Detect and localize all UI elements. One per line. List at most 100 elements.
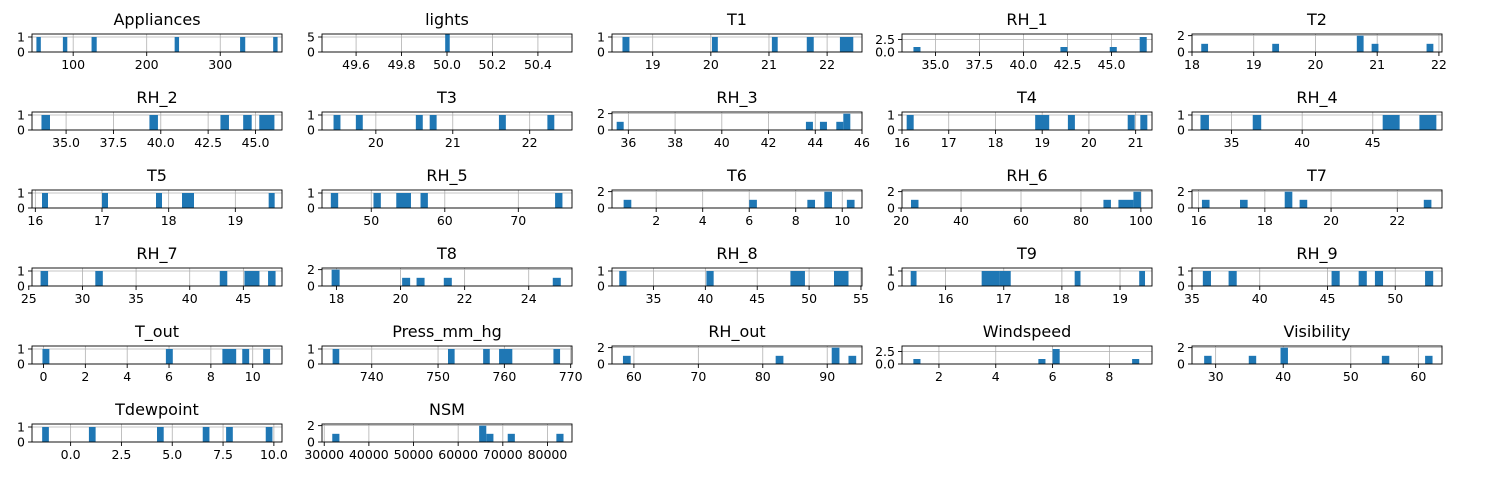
histogram-bar bbox=[848, 355, 857, 364]
histogram-bar bbox=[843, 113, 851, 130]
x-tick-label: 30 bbox=[1208, 369, 1224, 384]
y-tick-label: 1 bbox=[307, 342, 315, 357]
y-tick-label: 1 bbox=[887, 108, 895, 123]
histogram-bar bbox=[220, 115, 229, 130]
subplot-title: T6 bbox=[726, 166, 747, 185]
x-tick-label: 18 bbox=[988, 135, 1004, 150]
axes-frame bbox=[321, 423, 573, 443]
x-tick-label: 35 bbox=[646, 291, 662, 306]
x-tick-label: 8 bbox=[792, 213, 800, 228]
x-tick-label: 55 bbox=[853, 291, 869, 306]
histogram-bar bbox=[222, 349, 237, 364]
histogram-bar bbox=[555, 193, 563, 208]
axes-frame bbox=[1191, 189, 1443, 209]
x-tick-label: 40.0 bbox=[147, 135, 175, 150]
subplot-title: T7 bbox=[1306, 166, 1327, 185]
y-tick-label: 1 bbox=[307, 186, 315, 201]
axes-frame bbox=[901, 345, 1153, 365]
histogram-bar bbox=[445, 34, 450, 52]
subplot-t1: T1 19 20 21 22 01 bbox=[597, 10, 863, 72]
histogram-bar bbox=[1425, 271, 1434, 286]
x-tick-label: 22 bbox=[457, 291, 473, 306]
y-tick-label: 1 bbox=[17, 108, 25, 123]
x-tick-label: 7.5 bbox=[213, 447, 233, 462]
y-tick-label: 5 bbox=[307, 30, 315, 45]
y-tick-label: 0 bbox=[887, 123, 895, 138]
x-tick-label: 17 bbox=[94, 213, 110, 228]
histogram-bar bbox=[1052, 349, 1060, 364]
subplot-title: T1 bbox=[726, 10, 747, 29]
subplot-title: Visibility bbox=[1283, 322, 1350, 341]
histogram-bar bbox=[420, 193, 428, 208]
x-tick-label: 19 bbox=[1246, 57, 1262, 72]
axes-frame bbox=[31, 189, 283, 209]
x-tick-label: 22 bbox=[522, 135, 538, 150]
x-tick-label: 40 bbox=[953, 213, 969, 228]
y-tick-label: 1 bbox=[17, 30, 25, 45]
histogram-bar bbox=[1118, 199, 1134, 208]
x-tick-label: 0 bbox=[40, 369, 48, 384]
subplot-title: RH_2 bbox=[136, 88, 177, 108]
histogram-bar bbox=[1272, 43, 1280, 52]
histogram-bar bbox=[1252, 115, 1262, 130]
subplot-rh-2: RH_2 35.0 37.5 40.0 42.5 45.0 01 bbox=[17, 88, 283, 150]
histogram-bar bbox=[1374, 271, 1384, 286]
histogram-bar bbox=[263, 349, 271, 364]
x-tick-label: 40 bbox=[714, 135, 730, 150]
x-tick-label: 2 bbox=[81, 369, 89, 384]
axes-frame bbox=[1191, 33, 1443, 53]
x-tick-label: 770 bbox=[559, 369, 583, 384]
y-tick-label: 0 bbox=[597, 279, 605, 294]
histogram-bar bbox=[775, 355, 784, 364]
x-tick-label: 300 bbox=[208, 57, 232, 72]
x-tick-label: 50.2 bbox=[479, 57, 507, 72]
x-tick-label: 16 bbox=[894, 135, 910, 150]
histogram-bar bbox=[499, 349, 513, 364]
histogram-bar bbox=[1139, 271, 1146, 286]
axes-frame bbox=[321, 345, 573, 365]
histogram-bar bbox=[1139, 37, 1147, 52]
subplot-title: NSM bbox=[429, 400, 465, 419]
x-tick-label: 90 bbox=[819, 369, 835, 384]
x-tick-label: 42.5 bbox=[194, 135, 222, 150]
x-tick-label: 80000 bbox=[528, 447, 568, 462]
subplot-title: T4 bbox=[1016, 88, 1037, 107]
y-tick-label: 2 bbox=[597, 106, 605, 121]
histogram-bar bbox=[479, 425, 487, 442]
histogram-bar bbox=[619, 271, 627, 286]
x-tick-label: 18 bbox=[1054, 291, 1070, 306]
subplot-t7: T7 16 18 20 22 0 2 bbox=[1177, 166, 1443, 228]
x-tick-label: 25 bbox=[21, 291, 37, 306]
y-tick-label: 2 bbox=[887, 184, 895, 199]
x-tick-label: 60 bbox=[626, 369, 642, 384]
histogram-bar bbox=[831, 347, 840, 364]
y-tick-label: 0 bbox=[597, 357, 605, 372]
axes-frame bbox=[611, 189, 863, 209]
subplot-tdewpoint: Tdewpoint 0.0 2.5 5.0 7.5 10.0 01 bbox=[17, 400, 288, 462]
histogram-bar bbox=[333, 115, 341, 130]
histogram-bar bbox=[1074, 271, 1081, 286]
histogram-bar bbox=[268, 193, 275, 208]
histogram-bar bbox=[749, 199, 757, 208]
subplot-title: RH_8 bbox=[716, 244, 757, 264]
axes-frame bbox=[1191, 111, 1443, 131]
histogram-bar bbox=[1280, 347, 1288, 364]
x-tick-label: 100 bbox=[61, 57, 85, 72]
histogram-bar bbox=[1133, 191, 1141, 208]
histogram-bar bbox=[91, 37, 97, 52]
y-tick-label: 0 bbox=[597, 201, 605, 216]
x-tick-label: 50 bbox=[801, 291, 817, 306]
histogram-bar bbox=[556, 433, 564, 442]
histogram-bar bbox=[910, 271, 917, 286]
histogram-bar bbox=[1035, 115, 1050, 130]
x-tick-label: 50 bbox=[363, 213, 379, 228]
x-tick-label: 21 bbox=[1128, 135, 1144, 150]
subplot-rh-9: RH_9 35 40 45 50 01 bbox=[1177, 244, 1443, 306]
axes-frame bbox=[611, 111, 863, 131]
x-tick-label: 0.0 bbox=[61, 447, 81, 462]
x-tick-label: 740 bbox=[360, 369, 384, 384]
histogram-bar bbox=[373, 193, 381, 208]
histogram-bar bbox=[1127, 115, 1135, 130]
subplot-title: Appliances bbox=[113, 10, 200, 29]
